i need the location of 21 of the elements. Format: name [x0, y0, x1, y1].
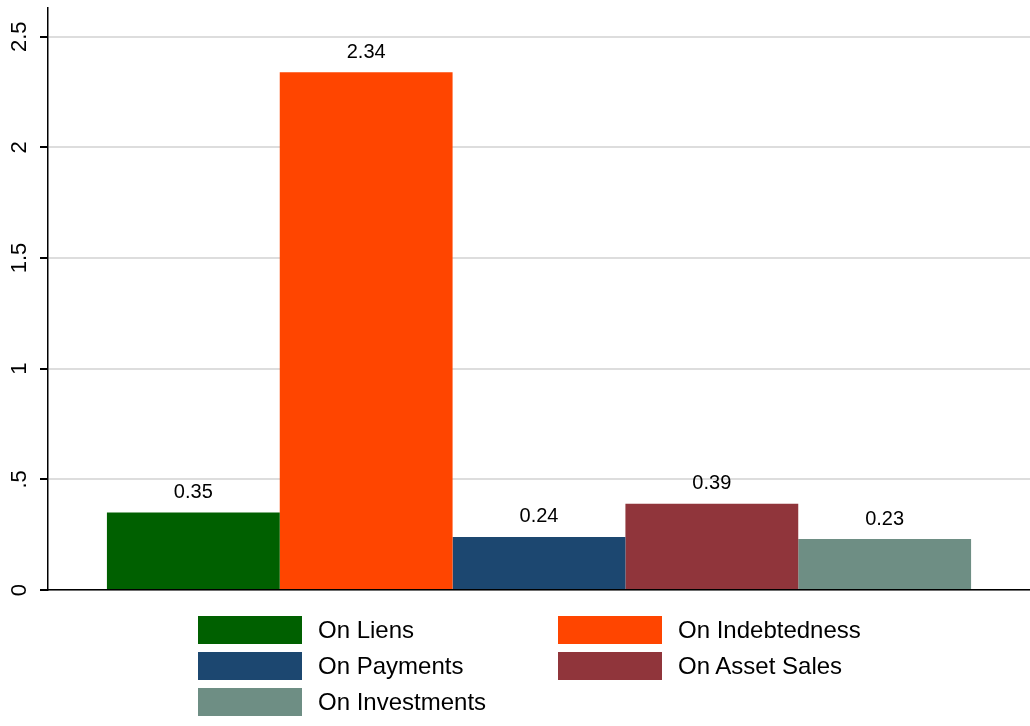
y-tick-label: .5 [6, 470, 32, 489]
y-tick-label: 2 [6, 141, 32, 154]
bar [452, 536, 626, 589]
legend-label: On Liens [318, 616, 415, 644]
data-label: 2.34 [346, 39, 386, 62]
data-label: 0.24 [519, 504, 559, 527]
legend-label: On Asset Sales [678, 652, 843, 680]
data-label: 0.23 [865, 506, 905, 529]
legend-label: On Investments [318, 688, 487, 716]
legend-label: On Payments [318, 652, 464, 680]
bar [106, 512, 280, 589]
y-tick-label: 1.5 [6, 242, 32, 274]
y-tick-label: 0 [6, 583, 32, 597]
data-label: 0.35 [173, 480, 213, 503]
data-label: 0.39 [692, 471, 732, 494]
bar [625, 503, 799, 589]
legend-label: On Indebtedness [678, 616, 861, 644]
bar [798, 539, 972, 589]
bar [279, 72, 453, 589]
y-tick-label: 2.5 [6, 21, 32, 53]
y-tick-label: 1 [6, 362, 32, 375]
